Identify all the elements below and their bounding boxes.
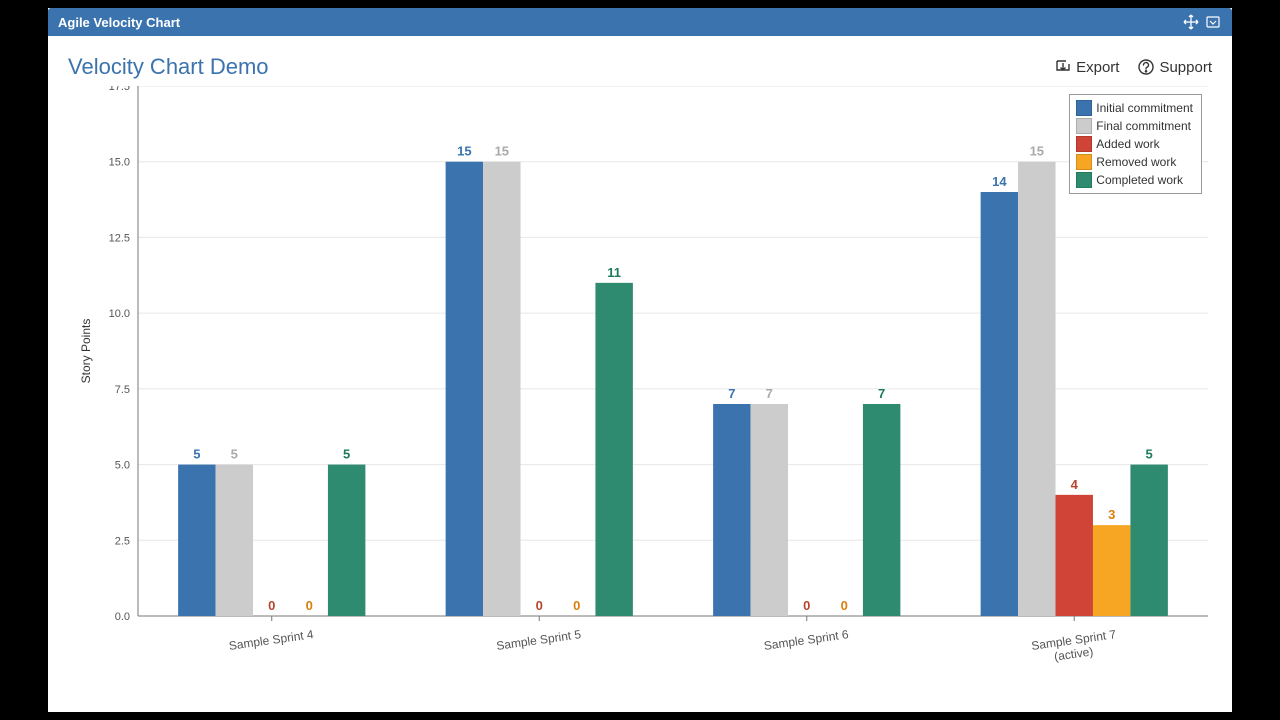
bar-completed [1130, 465, 1167, 616]
page-title: Velocity Chart Demo [68, 54, 1036, 80]
panel-title: Agile Velocity Chart [58, 15, 180, 30]
legend-item[interactable]: Initial commitment [1076, 99, 1193, 117]
legend-item[interactable]: Final commitment [1076, 117, 1193, 135]
bar-value-label: 5 [193, 447, 200, 462]
legend-item[interactable]: Added work [1076, 135, 1193, 153]
bar-initial [713, 404, 750, 616]
legend-swatch [1076, 136, 1092, 152]
legend-label: Completed work [1096, 171, 1183, 189]
support-label: Support [1159, 59, 1212, 76]
legend-item[interactable]: Completed work [1076, 171, 1193, 189]
bar-removed [1093, 525, 1130, 616]
y-tick-label: 5.0 [115, 460, 130, 472]
bar-value-label: 5 [1146, 447, 1153, 462]
bar-value-label: 0 [573, 598, 580, 613]
y-tick-label: 0.0 [115, 611, 130, 623]
y-axis-label: Story Points [79, 319, 93, 384]
bar-value-label: 5 [231, 447, 238, 462]
bar-completed [328, 465, 365, 616]
bar-value-label: 7 [878, 386, 885, 401]
x-tick-label: Sample Sprint 6 [763, 627, 850, 653]
bar-value-label: 5 [343, 447, 350, 462]
panel-header: Agile Velocity Chart [48, 8, 1232, 36]
bar-value-label: 0 [841, 598, 848, 613]
export-button[interactable]: Export [1054, 58, 1119, 76]
bar-value-label: 3 [1108, 507, 1115, 522]
panel-content: Velocity Chart Demo Export Support 0.0 2.… [48, 36, 1232, 706]
legend-label: Initial commitment [1096, 99, 1193, 117]
bar-initial [178, 465, 215, 616]
legend-swatch [1076, 118, 1092, 134]
legend-swatch [1076, 154, 1092, 170]
bar-value-label: 15 [495, 144, 509, 159]
bar-value-label: 0 [536, 598, 543, 613]
bar-value-label: 4 [1071, 477, 1079, 492]
export-label: Export [1076, 59, 1119, 76]
title-row: Velocity Chart Demo Export Support [68, 54, 1212, 80]
chart-legend: Initial commitmentFinal commitmentAdded … [1069, 94, 1202, 194]
bar-value-label: 15 [1030, 144, 1044, 159]
bar-completed [863, 404, 900, 616]
legend-item[interactable]: Removed work [1076, 153, 1193, 171]
y-tick-label: 17.5 [109, 86, 130, 93]
bar-value-label: 14 [992, 174, 1007, 189]
y-tick-label: 15.0 [109, 157, 130, 169]
y-tick-label: 12.5 [109, 232, 130, 244]
x-tick-label: Sample Sprint 5 [495, 627, 582, 653]
bar-added [1056, 495, 1093, 616]
bar-value-label: 11 [607, 265, 621, 280]
legend-label: Removed work [1096, 153, 1176, 171]
y-tick-label: 2.5 [115, 535, 130, 547]
bar-completed [595, 283, 632, 616]
panel: Agile Velocity Chart Velocity Chart Demo… [48, 8, 1232, 712]
bar-initial [446, 162, 483, 616]
bar-final [216, 465, 253, 616]
bar-final [1018, 162, 1055, 616]
legend-label: Final commitment [1096, 117, 1191, 135]
y-tick-label: 7.5 [115, 384, 130, 396]
bar-value-label: 0 [306, 598, 313, 613]
legend-swatch [1076, 100, 1092, 116]
bar-value-label: 7 [728, 386, 735, 401]
bar-value-label: 0 [803, 598, 810, 613]
dropdown-icon[interactable] [1204, 13, 1222, 31]
bar-final [483, 162, 520, 616]
bar-value-label: 15 [457, 144, 471, 159]
bar-value-label: 7 [766, 386, 773, 401]
y-tick-label: 10.0 [109, 308, 130, 320]
support-button[interactable]: Support [1137, 58, 1212, 76]
x-tick-label: Sample Sprint 4 [228, 627, 315, 653]
bar-value-label: 0 [268, 598, 275, 613]
bar-final [751, 404, 788, 616]
legend-label: Added work [1096, 135, 1159, 153]
move-icon[interactable] [1182, 13, 1200, 31]
legend-swatch [1076, 172, 1092, 188]
bar-initial [981, 192, 1018, 616]
velocity-chart: 0.0 2.5 5.0 7.5 10.0 12.5 15.0 17.5 Story Points… [68, 86, 1212, 706]
